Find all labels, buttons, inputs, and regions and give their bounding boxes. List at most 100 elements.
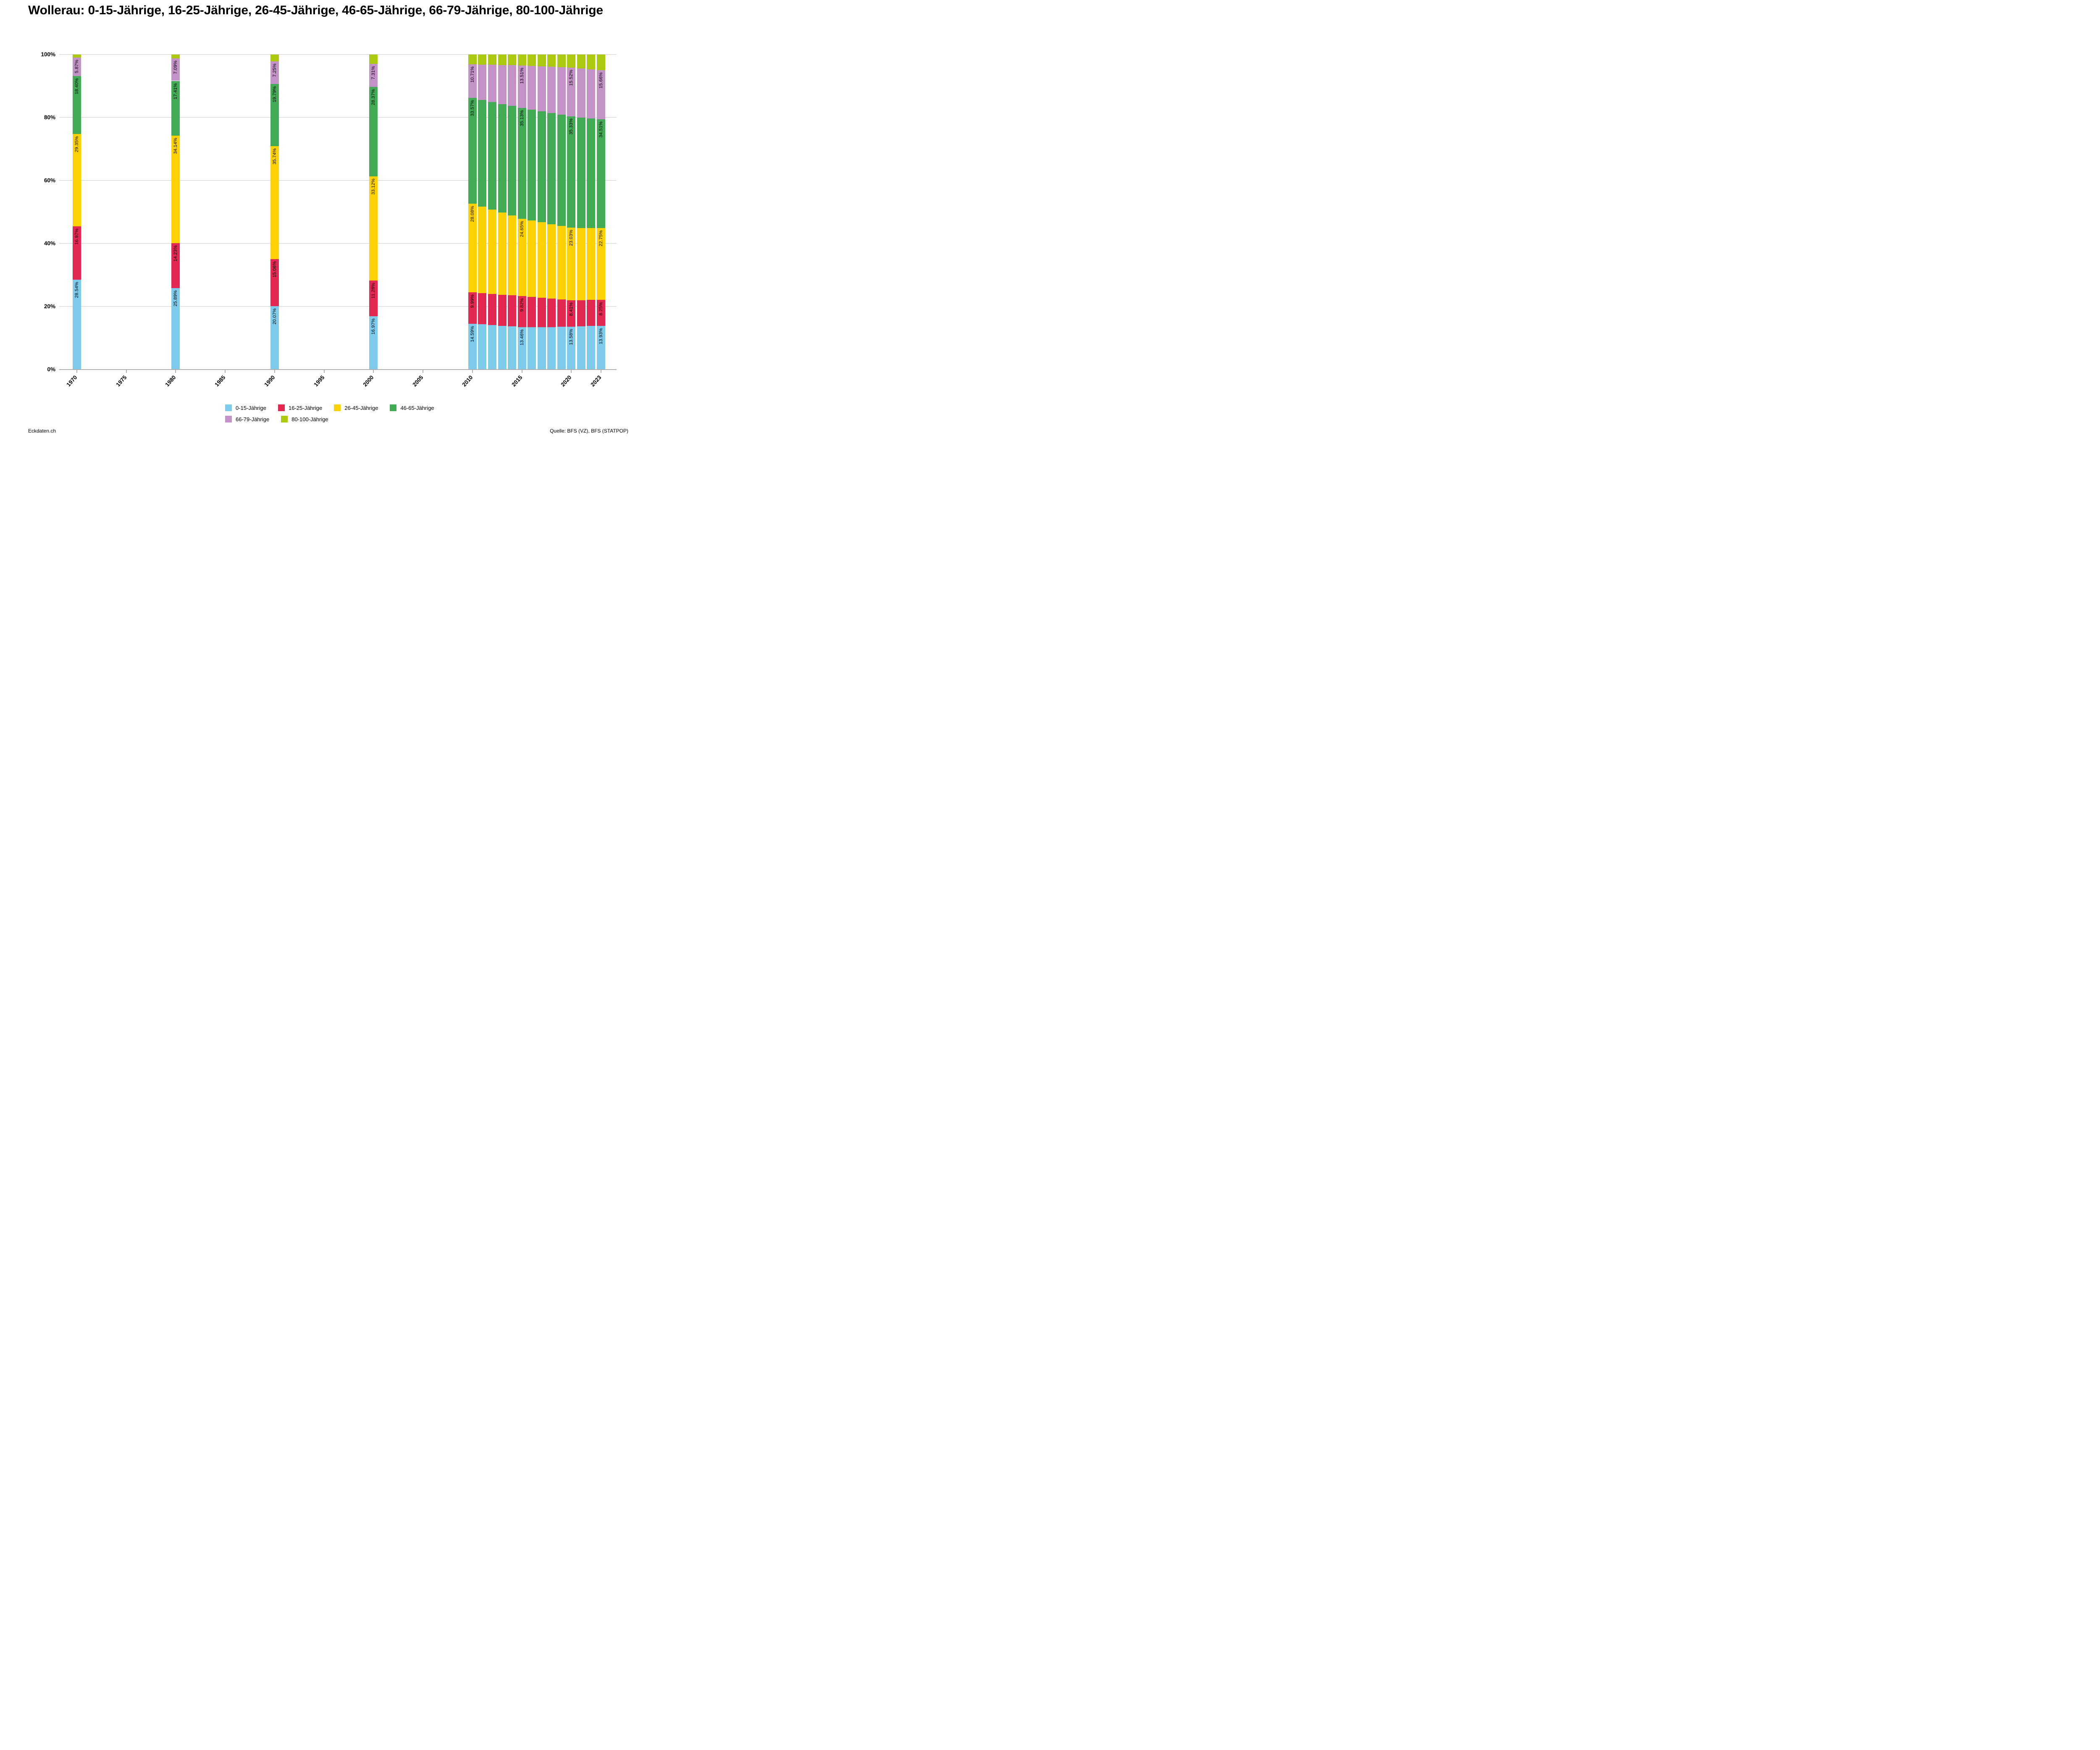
x-tick-2020 (571, 370, 572, 373)
segment-label-2023-16-25-Jährige: 8.25% (598, 302, 604, 315)
bar-segment-2017-80-100-Jährige (537, 55, 546, 66)
y-tick-label-60: 60% (44, 177, 55, 184)
segment-label-2015-0-15-Jährige: 13.46% (519, 329, 525, 346)
bar-segment-2011-16-25-Jährige (478, 293, 487, 325)
x-tick-1975 (126, 370, 127, 373)
bar-segment-2011-26-45-Jährige (478, 207, 487, 293)
segment-label-2000-0-15-Jährige: 16.97% (371, 318, 376, 335)
y-tick-label-80: 80% (44, 114, 55, 121)
legend-swatch-66-79-Jährige (225, 416, 232, 422)
bar-segment-2017-16-25-Jährige (537, 298, 546, 327)
bar-segment-2023-66-79-Jährige: 15.66% (597, 70, 606, 120)
bar-segment-1990-46-65-Jährige: 19.79% (270, 84, 279, 147)
bar-segment-2010-46-65-Jährige: 33.57% (468, 98, 477, 204)
legend-item-0-15-Jährige: 0-15-Jährige (225, 404, 266, 411)
bar-segment-2018-46-65-Jährige (547, 113, 556, 224)
bar-segment-2021-80-100-Jährige (577, 55, 585, 68)
bar-segment-2022-66-79-Jährige (587, 69, 596, 119)
x-tick-label-2010: 2010 (461, 374, 474, 388)
bar-segment-2019-80-100-Jährige (557, 55, 566, 67)
bar-2014 (508, 55, 517, 370)
segment-label-2023-66-79-Jährige: 15.66% (598, 72, 604, 89)
bar-segment-2013-66-79-Jährige (498, 65, 507, 104)
segment-label-2010-16-25-Jährige: 9.99% (470, 294, 475, 308)
bar-segment-2016-80-100-Jährige (528, 55, 536, 66)
segment-label-2023-46-65-Jährige: 34.51% (598, 121, 604, 138)
legend-row: 0-15-Jährige 16-25-Jährige 26-45-Jährige 46… (225, 404, 434, 411)
x-tick-label-1975: 1975 (114, 374, 128, 388)
bar-segment-2000-0-15-Jährige: 16.97% (369, 316, 378, 370)
legend-item-26-45-Jährige: 26-45-Jährige (334, 404, 378, 411)
bar-segment-1990-66-79-Jährige: 7.25% (270, 61, 279, 84)
plot-area: 28.54% 16.97% 29.35% 18.40% 5.87% 25.89% 14.23… (59, 54, 617, 388)
bar-segment-2012-46-65-Jährige (488, 102, 496, 210)
segment-label-2010-26-45-Jährige: 28.08% (470, 206, 475, 222)
bar-segment-1990-80-100-Jährige (270, 55, 279, 61)
legend-swatch-16-25-Jährige (278, 404, 285, 411)
bar-segment-2015-66-79-Jährige: 13.51% (517, 65, 526, 108)
segment-label-2015-46-65-Jährige: 35.13% (519, 110, 525, 126)
x-tick-1990 (274, 370, 275, 373)
segment-label-2020-26-45-Jährige: 23.03% (569, 230, 574, 246)
bar-segment-2010-80-100-Jährige (468, 55, 477, 64)
x-tick-label-1970: 1970 (65, 374, 79, 388)
x-tick-label-2005: 2005 (411, 374, 425, 388)
x-tick-label-1990: 1990 (263, 374, 276, 388)
bar-segment-1970-80-100-Jährige (72, 55, 81, 58)
y-tick-label-100: 100% (41, 51, 55, 58)
bar-segment-2014-80-100-Jährige (508, 55, 517, 66)
bar-segment-1970-16-25-Jährige: 16.97% (72, 226, 81, 280)
x-tick-label-2020: 2020 (559, 374, 573, 388)
bar-segment-2018-66-79-Jährige (547, 66, 556, 113)
bar-segment-2023-16-25-Jährige: 8.25% (597, 299, 606, 326)
bar-2023: 13.93% 8.25% 22.75% 34.51% 15.66% (597, 55, 606, 370)
bar-segment-2023-80-100-Jährige (597, 55, 606, 70)
bar-2017 (537, 55, 546, 370)
bar-segment-2010-26-45-Jährige: 28.08% (468, 204, 477, 292)
bar-segment-2019-66-79-Jährige (557, 67, 566, 115)
segment-label-2010-0-15-Jährige: 14.59% (470, 325, 475, 342)
bar-segment-2016-66-79-Jährige (528, 66, 536, 110)
bar-2010: 14.59% 9.99% 28.08% 33.57% 10.71% (468, 55, 477, 370)
x-tick-label-2000: 2000 (362, 374, 375, 388)
bar-segment-1990-0-15-Jährige: 20.07% (270, 306, 279, 370)
bar-2021 (577, 55, 585, 370)
bar-segment-2012-66-79-Jährige (488, 65, 496, 102)
x-tick-1970 (76, 370, 77, 373)
segment-label-1980-66-79-Jährige: 7.09% (173, 60, 178, 74)
bar-1990: 20.07% 15.06% 35.74% 19.79% 7.25% (270, 55, 279, 370)
segment-label-1990-26-45-Jährige: 35.74% (272, 148, 277, 165)
x-tick-label-1985: 1985 (213, 374, 227, 388)
bar-segment-2011-0-15-Jährige (478, 324, 487, 370)
bar-segment-2019-46-65-Jährige (557, 115, 566, 226)
bar-segment-2018-0-15-Jährige (547, 327, 556, 370)
bar-segment-2013-26-45-Jährige (498, 213, 507, 295)
legend-row: 66-79-Jährige 80-100-Jährige (225, 416, 434, 422)
segment-label-2010-66-79-Jährige: 10.71% (470, 66, 475, 83)
segment-label-2015-66-79-Jährige: 13.51% (519, 67, 525, 84)
bar-2018 (547, 55, 556, 370)
bar-segment-2020-16-25-Jährige: 8.41% (567, 300, 576, 327)
bar-2011 (478, 55, 487, 370)
legend-swatch-80-100-Jährige (281, 416, 288, 422)
bar-segment-2022-26-45-Jährige (587, 228, 596, 300)
segment-label-2020-66-79-Jährige: 15.52% (569, 69, 574, 86)
bar-segment-2012-16-25-Jährige (488, 294, 496, 325)
segment-label-1990-16-25-Jährige: 15.06% (272, 261, 277, 278)
y-tick-label-0: 0% (47, 366, 55, 373)
bar-segment-1980-80-100-Jährige (171, 55, 180, 59)
segment-label-1980-26-45-Jährige: 34.14% (173, 138, 178, 154)
segment-label-1980-0-15-Jährige: 25.89% (173, 290, 178, 307)
bar-2016 (528, 55, 536, 370)
bar-segment-2017-0-15-Jährige (537, 327, 546, 370)
segment-label-1970-26-45-Jährige: 29.35% (74, 136, 79, 152)
bar-segment-2017-46-65-Jährige (537, 111, 546, 223)
bar-2022 (587, 55, 596, 370)
x-tick-1980 (175, 370, 176, 373)
gridline-40 (59, 243, 617, 244)
legend-label-26-45-Jährige: 26-45-Jährige (344, 404, 378, 411)
bar-segment-2019-26-45-Jährige (557, 226, 566, 300)
bar-1980: 25.89% 14.23% 34.14% 17.41% 7.09% (171, 55, 180, 370)
bar-segment-2000-66-79-Jährige: 7.31% (369, 64, 378, 87)
bar-segment-2022-46-65-Jährige (587, 118, 596, 228)
